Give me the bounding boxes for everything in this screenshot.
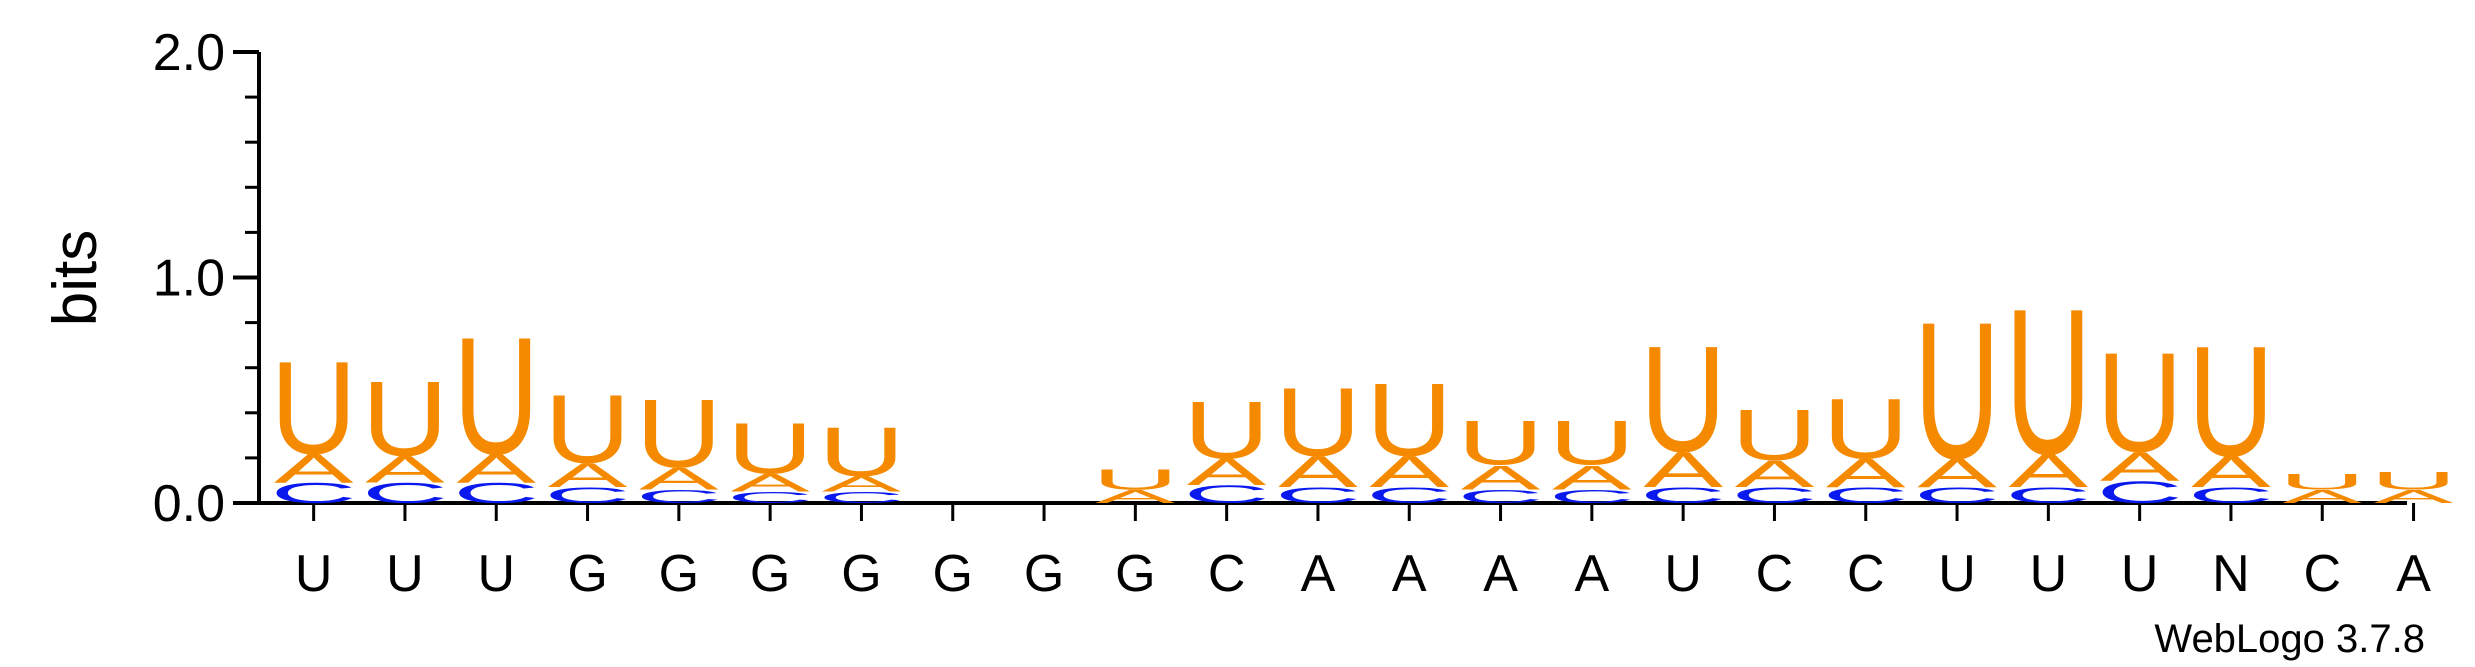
y-ticks: 0.0 1.0 2.0: [153, 24, 259, 533]
logo-glyph-u: U: [2370, 467, 2456, 495]
logo-glyph-u: U: [1640, 315, 1726, 484]
position-label: C: [2303, 545, 2341, 603]
logo-glyph-c: C: [636, 486, 722, 507]
logo-glyph-u: U: [1184, 384, 1270, 476]
y-tick-label: 2.0: [153, 24, 225, 82]
logo-glyph-u: U: [1092, 464, 1178, 496]
logo-glyph-u: U: [727, 408, 813, 489]
logo-glyph-c: C: [1549, 486, 1635, 507]
logo-glyph-c: C: [727, 489, 813, 507]
position-label: G: [933, 545, 973, 603]
y-tick-label: 1.0: [153, 250, 225, 308]
position-label: U: [2121, 545, 2159, 603]
logo-glyph-u: U: [2188, 313, 2274, 490]
position-label: U: [386, 545, 424, 603]
position-label: A: [1483, 545, 1518, 603]
logo-glyph-u: U: [1731, 395, 1817, 476]
logo-glyph-c: C: [362, 478, 448, 510]
position-label: A: [1301, 545, 1336, 603]
logo-glyph-c: C: [1823, 483, 1909, 508]
logo-glyph-c: C: [1914, 483, 2000, 508]
position-label: G: [567, 545, 607, 603]
logo-glyph-u: U: [362, 359, 448, 479]
logo-glyph-c: C: [271, 478, 357, 510]
logo-glyph-a: A: [2100, 443, 2180, 489]
logo-glyph-c: C: [818, 489, 904, 507]
position-label: G: [1115, 545, 1155, 603]
logo-glyph-u: U: [544, 375, 630, 484]
logo-glyph-a: A: [1735, 453, 1815, 495]
position-label: A: [2396, 545, 2431, 603]
logo-glyph-c: C: [1366, 483, 1452, 508]
logo-glyph-c: C: [1731, 483, 1817, 508]
logo-glyph-u: U: [2279, 470, 2365, 495]
logo-glyph-u: U: [1366, 362, 1452, 478]
position-label: G: [659, 545, 699, 603]
position-label: U: [1664, 545, 1702, 603]
logo-glyph-a: A: [2191, 448, 2271, 497]
logo-glyph-a: A: [1278, 448, 1358, 497]
position-label: A: [1575, 545, 1610, 603]
logo-glyph-u: U: [2097, 322, 2183, 481]
logo-glyph-a: A: [639, 461, 720, 496]
logo-glyph-a: A: [1461, 458, 1541, 497]
logo-glyph-a: A: [456, 446, 536, 492]
logo-glyph-a: A: [822, 472, 903, 497]
position-label: U: [477, 545, 515, 603]
logo-glyph-u: U: [1914, 282, 2000, 500]
logo-glyph-a: A: [1369, 448, 1449, 497]
logo-glyph-c: C: [1275, 483, 1361, 508]
logo-glyph-u: U: [818, 413, 904, 490]
logo-glyph-u: U: [2005, 266, 2091, 498]
position-label: U: [1938, 545, 1976, 603]
logo-glyph-a: A: [1187, 451, 1267, 493]
logo-glyph-u: U: [271, 334, 357, 482]
position-label: G: [750, 545, 790, 603]
logo-glyph-c: C: [1184, 481, 1270, 509]
logo-glyph-c: C: [2005, 483, 2091, 508]
logo-glyph-a: A: [365, 449, 445, 491]
logo-glyph-u: U: [1823, 381, 1909, 476]
position-label: U: [295, 545, 333, 603]
logo-glyph-c: C: [544, 483, 630, 508]
position-label: G: [841, 545, 881, 603]
logo-glyph-a: A: [274, 446, 354, 492]
logo-glyph-c: C: [1640, 483, 1726, 508]
logo-glyph-a: A: [1552, 458, 1632, 497]
y-axis-label: bits: [41, 230, 110, 326]
logo-glyph-a: A: [730, 469, 810, 497]
position-label: N: [2212, 545, 2250, 603]
y-tick-label: 0.0: [153, 475, 225, 533]
logo-glyph-a: A: [1096, 486, 1176, 507]
logo-glyph-u: U: [1275, 368, 1361, 477]
logo-glyph-c: C: [2097, 475, 2183, 510]
logo-glyph-u: U: [1549, 409, 1635, 479]
logo-glyph-a: A: [2009, 445, 2089, 498]
position-label: C: [1756, 545, 1794, 603]
logo-glyph-a: A: [1643, 442, 1723, 498]
position-label: G: [1024, 545, 1064, 603]
position-label: U: [2030, 545, 2068, 603]
logo-glyph-c: C: [453, 478, 539, 510]
logo-glyph-u: U: [636, 379, 722, 488]
logo-glyph-a: A: [1917, 450, 1997, 496]
position-label: C: [1847, 545, 1885, 603]
logo-glyph-u: U: [453, 303, 539, 489]
logo-glyph-a: A: [548, 456, 628, 495]
position-label: A: [1392, 545, 1427, 603]
labels: bits WebLogo 3.7.8: [41, 230, 2425, 661]
position-label: C: [1208, 545, 1246, 603]
logo-glyph-c: C: [2188, 483, 2274, 508]
weblogo-credit: WebLogo 3.7.8: [2154, 617, 2425, 661]
logo-glyph-u: U: [1457, 409, 1543, 479]
logo-glyph-a: A: [1826, 450, 1906, 496]
logo-glyph-a: A: [2374, 486, 2454, 507]
logo-glyph-c: C: [1457, 486, 1543, 507]
logo-glyph-a: A: [2282, 486, 2362, 507]
x-ticks: [312, 503, 2416, 521]
